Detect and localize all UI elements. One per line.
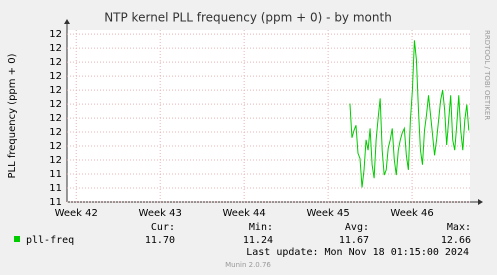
stat-header: Min: [249, 222, 273, 233]
x-tick-label: Week 46 [390, 208, 433, 219]
x-arrow [478, 199, 483, 205]
y-tick-label: 12 [49, 155, 62, 166]
stat-header: Cur: [151, 222, 175, 233]
data-line [349, 40, 470, 188]
y-axis-label: PLL frequency (ppm + 0) [7, 53, 18, 178]
x-tick-label: Week 42 [55, 208, 98, 219]
y-tick-label: 12 [49, 141, 62, 152]
legend-label: pll-freq [26, 235, 74, 246]
y-tick-label: 12 [49, 127, 62, 138]
stat-header: Avg: [345, 222, 369, 233]
side-label: RRDTOOL / TOBI OETIKER [483, 30, 491, 120]
chart-title: NTP kernel PLL frequency (ppm + 0) - by … [104, 11, 392, 25]
stat-value: 12.66 [441, 235, 471, 246]
legend-swatch [14, 236, 20, 242]
footer: Munin 2.0.76 [225, 261, 271, 269]
y-arrow [64, 19, 70, 24]
y-tick-label: 12 [49, 43, 62, 54]
stat-value: 11.67 [339, 235, 369, 246]
y-tick-label: 11 [49, 183, 62, 194]
x-tick-label: Week 43 [139, 208, 182, 219]
y-tick-label: 11 [49, 169, 62, 180]
x-tick-label: Week 44 [222, 208, 265, 219]
y-tick-label: 12 [49, 85, 62, 96]
last-update: Last update: Mon Nov 18 01:15:00 2024 [246, 247, 469, 258]
y-tick-label: 12 [49, 29, 62, 40]
stat-value: 11.24 [243, 235, 273, 246]
y-tick-label: 12 [49, 113, 62, 124]
x-tick-label: Week 45 [306, 208, 349, 219]
y-tick-label: 12 [49, 71, 62, 82]
y-tick-label: 11 [49, 197, 62, 208]
plot-area [67, 30, 470, 202]
y-tick-label: 12 [49, 57, 62, 68]
y-tick-label: 12 [49, 99, 62, 110]
stat-value: 11.70 [145, 235, 175, 246]
stat-header: Max: [447, 222, 471, 233]
